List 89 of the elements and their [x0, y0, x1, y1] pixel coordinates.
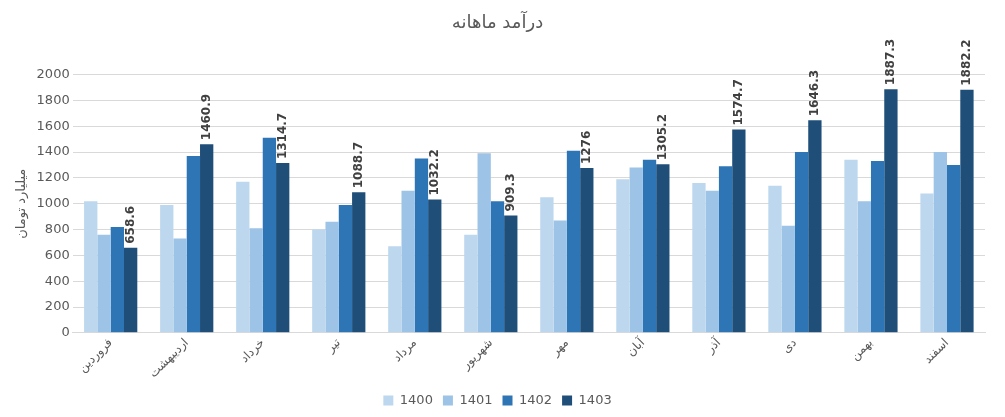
data-label: 1314.7 [274, 112, 289, 160]
data-label: 1032.2 [426, 149, 441, 196]
bar [781, 225, 795, 333]
data-label: 1088.7 [350, 141, 365, 189]
bar [857, 201, 871, 333]
data-label: 1646.3 [807, 69, 822, 117]
bar [352, 192, 366, 333]
bar [464, 234, 478, 333]
y-tick-label: 1000 [36, 195, 70, 211]
y-tick-label: 400 [44, 272, 70, 288]
bar [692, 183, 706, 333]
x-tick-label: بهمن [847, 335, 876, 364]
y-tick-label: 1800 [36, 91, 70, 107]
x-tick-label: اسفند [920, 335, 952, 367]
y-tick-label: 1400 [36, 143, 70, 159]
bar [262, 137, 277, 333]
bar [808, 120, 822, 333]
bar [504, 215, 518, 333]
legend-label: 1400 [399, 391, 433, 407]
x-tick-label: اردیبهشت [146, 335, 192, 381]
bar [338, 205, 353, 333]
bar [540, 197, 554, 333]
y-axis-title: میلیارد تومان [13, 168, 30, 239]
x-tick-label: مهر [547, 335, 572, 360]
bar [414, 158, 429, 333]
y-tick-label: 600 [44, 246, 70, 262]
x-tick-label: مرداد [390, 335, 420, 366]
bar [960, 89, 974, 333]
bar [844, 159, 858, 333]
y-tick-label: 2000 [36, 65, 70, 81]
bar [124, 247, 138, 333]
bar [870, 161, 885, 333]
bar [200, 144, 214, 333]
y-tick-label: 1600 [36, 117, 70, 133]
x-tick-label: خرداد [237, 335, 268, 366]
y-tick-label: 800 [44, 220, 70, 236]
data-label: 909.3 [502, 173, 517, 212]
bar [477, 153, 491, 333]
bar [97, 234, 111, 333]
bar [249, 228, 263, 333]
bar [580, 168, 594, 333]
x-tick-label: دی [778, 335, 800, 356]
x-tick-label: تیر [322, 335, 344, 357]
chart-title: درآمد ماهانه [451, 10, 544, 33]
bar [629, 167, 643, 333]
bar [566, 150, 581, 333]
data-label: 1887.3 [883, 38, 898, 86]
bar [642, 159, 657, 333]
bar [718, 166, 733, 333]
bar [428, 199, 442, 333]
x-tick-label: شهریور [458, 335, 496, 374]
bar [490, 201, 505, 333]
x-tick-label: فروردین [75, 335, 116, 376]
bar [656, 164, 670, 333]
data-label: 1882.2 [959, 39, 974, 86]
bar [160, 205, 174, 333]
bar [946, 164, 961, 333]
legend-label: 1403 [578, 391, 612, 407]
bar [794, 152, 809, 333]
bar [768, 185, 782, 333]
x-tick-label: آذر [701, 334, 725, 357]
y-tick-label: 0 [61, 324, 70, 340]
y-tick-label: 200 [44, 298, 70, 314]
legend-label: 1402 [519, 391, 553, 407]
bar [705, 190, 719, 333]
bar [186, 155, 201, 333]
bar [933, 152, 947, 333]
bar [388, 246, 402, 333]
bar [884, 89, 898, 333]
data-label: 1574.7 [730, 79, 745, 126]
bar [276, 163, 290, 333]
bar [920, 193, 934, 333]
data-label: 1460.9 [198, 93, 213, 141]
bar [173, 238, 187, 333]
data-label: 1305.2 [654, 114, 669, 161]
data-label: 658.6 [122, 205, 137, 244]
bar [401, 190, 415, 333]
bar [84, 201, 98, 333]
bar [236, 181, 250, 333]
data-label: 1276 [578, 130, 593, 165]
bar [110, 226, 124, 333]
bar [325, 221, 339, 333]
bar [732, 129, 746, 333]
legend-label: 1401 [459, 391, 493, 407]
bar [616, 179, 630, 333]
bar [312, 229, 326, 333]
y-tick-label: 1200 [36, 169, 70, 185]
bar [553, 220, 567, 333]
x-tick-label: آبان [623, 334, 648, 359]
